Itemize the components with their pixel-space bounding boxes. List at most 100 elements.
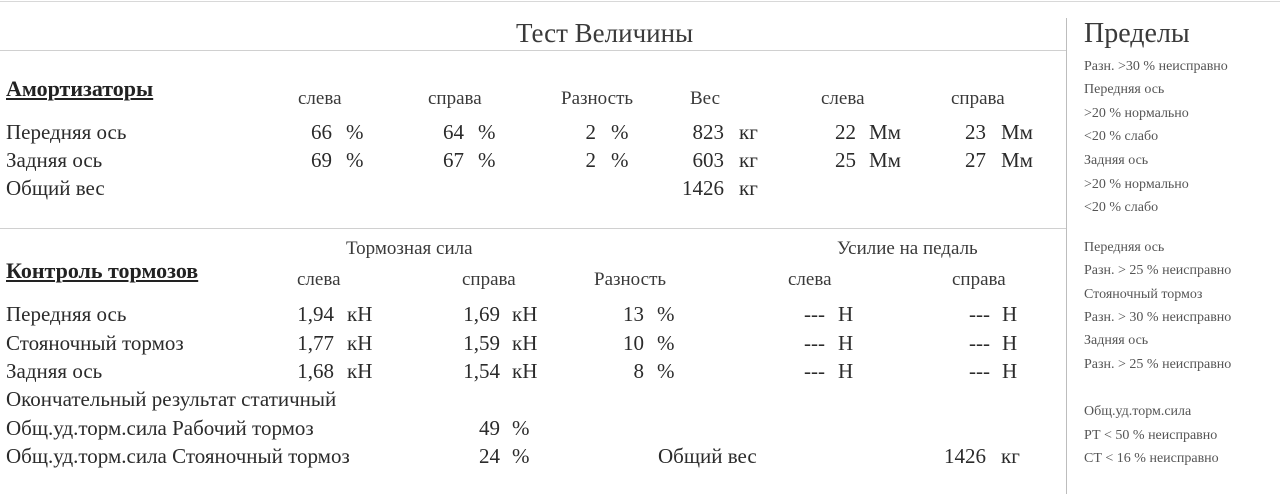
- section-divider: [0, 228, 1066, 229]
- brake-right-value: 1,69: [463, 302, 500, 326]
- unit-n: Н: [838, 302, 854, 326]
- pedal-left-value: ---: [804, 331, 825, 355]
- parking-brake-label: Общ.уд.торм.сила Стояночный тормоз: [6, 444, 350, 468]
- unit-pct: %: [346, 120, 364, 144]
- brake-force-group-title: Тормозная сила: [346, 238, 473, 259]
- brake-left-value: 1,68: [297, 359, 334, 383]
- shock-right-value: 64: [443, 120, 464, 144]
- unit-pct: %: [611, 148, 629, 172]
- limit-item: >20 % нормально: [1084, 177, 1189, 192]
- limit-item: <20 % слабо: [1084, 129, 1159, 144]
- pedal-right-value: ---: [969, 302, 990, 326]
- limit-item: Разн. > 25 % неисправно: [1084, 263, 1232, 278]
- limit-item: Разн. > 25 % неисправно: [1084, 357, 1232, 372]
- shocks-total-label: Общий вес: [6, 176, 105, 200]
- row-label: Задняя ось: [6, 148, 103, 172]
- unit-pct: %: [478, 120, 496, 144]
- brakes-header-diff: Разность: [594, 269, 667, 290]
- row-label: Передняя ось: [6, 120, 127, 144]
- limit-item: Передняя ось: [1084, 82, 1165, 97]
- shocks-header-left: слева: [298, 88, 342, 109]
- shock-left-value: 66: [311, 120, 332, 144]
- pedal-header-right: справа: [952, 269, 1006, 290]
- limits-divider: [1066, 18, 1067, 494]
- unit-kn: кН: [347, 302, 373, 326]
- unit-n: Н: [1002, 331, 1018, 355]
- shock-diff-value: 2: [585, 120, 597, 144]
- limit-item: Стояночный тормоз: [1084, 287, 1203, 302]
- brake-right-value: 1,59: [463, 331, 500, 355]
- shock-mm-left-value: 22: [835, 120, 856, 144]
- unit-pct: %: [346, 148, 364, 172]
- limit-item: >20 % нормально: [1084, 106, 1189, 121]
- service-brake-value: 49: [479, 416, 500, 440]
- brake-diff-value: 8: [633, 359, 645, 383]
- shock-mm-right-value: 27: [965, 148, 986, 172]
- limit-item: РТ < 50 % неисправно: [1084, 428, 1218, 443]
- unit-kg: кг: [739, 176, 758, 200]
- unit-n: Н: [1002, 359, 1018, 383]
- unit-kg: кг: [1001, 444, 1020, 468]
- limit-item: Разн. > 30 % неисправно: [1084, 310, 1232, 325]
- unit-kn: кН: [347, 331, 373, 355]
- pedal-header-left: слева: [788, 269, 832, 290]
- row-label: Передняя ось: [6, 302, 127, 326]
- row-label: Задняя ось: [6, 359, 103, 383]
- shock-left-value: 69: [311, 148, 332, 172]
- page-title: Тест Величины: [516, 18, 694, 48]
- shock-diff-value: 2: [585, 148, 597, 172]
- top-border: [0, 1, 1280, 2]
- shock-weight-value: 603: [692, 148, 725, 172]
- shock-mm-right-value: 23: [965, 120, 986, 144]
- brakes-total-label: Общий вес: [658, 444, 757, 468]
- limit-item: Передняя ось: [1084, 240, 1165, 255]
- unit-mm: Мм: [1001, 148, 1033, 172]
- limit-item: Разн. >30 % неисправно: [1084, 59, 1228, 74]
- shock-mm-left-value: 25: [835, 148, 856, 172]
- unit-mm: Мм: [869, 120, 901, 144]
- title-divider: [0, 50, 1066, 51]
- unit-pct: %: [512, 444, 530, 468]
- limit-item: <20 % слабо: [1084, 200, 1159, 215]
- limit-item: Задняя ось: [1084, 153, 1149, 168]
- shock-weight-value: 823: [692, 120, 725, 144]
- shocks-header-weight: Вес: [690, 88, 721, 109]
- unit-n: Н: [838, 359, 854, 383]
- unit-kn: кН: [512, 302, 538, 326]
- unit-kn: кН: [512, 331, 538, 355]
- limit-item: СТ < 16 % неисправно: [1084, 451, 1219, 466]
- unit-pct: %: [657, 359, 675, 383]
- brake-right-value: 1,54: [463, 359, 500, 383]
- service-brake-label: Общ.уд.торм.сила Рабочий тормоз: [6, 416, 314, 440]
- unit-n: Н: [1002, 302, 1018, 326]
- shocks-header-mm-left: слева: [821, 88, 865, 109]
- unit-pct: %: [478, 148, 496, 172]
- unit-pct: %: [657, 331, 675, 355]
- shocks-header-right: справа: [428, 88, 482, 109]
- pedal-force-group-title: Усилие на педаль: [837, 238, 978, 259]
- shocks-header-diff: Разность: [561, 88, 634, 109]
- brakes-header-right: справа: [462, 269, 516, 290]
- brake-left-value: 1,94: [297, 302, 334, 326]
- shocks-section-title: Амортизаторы: [6, 76, 154, 101]
- brakes-total-weight: 1426: [944, 444, 986, 468]
- parking-brake-value: 24: [479, 444, 500, 468]
- unit-pct: %: [657, 302, 675, 326]
- shock-right-value: 67: [443, 148, 464, 172]
- row-label: Стояночный тормоз: [6, 331, 184, 355]
- unit-n: Н: [838, 331, 854, 355]
- unit-kn: кН: [512, 359, 538, 383]
- limit-item: Задняя ось: [1084, 333, 1149, 348]
- brake-diff-value: 13: [623, 302, 644, 326]
- shocks-header-mm-right: справа: [951, 88, 1005, 109]
- pedal-left-value: ---: [804, 359, 825, 383]
- shocks-total-weight: 1426: [682, 176, 724, 200]
- pedal-right-value: ---: [969, 359, 990, 383]
- unit-kg: кг: [739, 120, 758, 144]
- final-result-label: Окончательный результат статичный: [6, 387, 337, 411]
- limit-item: Общ.уд.торм.сила: [1084, 404, 1192, 419]
- brake-left-value: 1,77: [297, 331, 334, 355]
- brake-diff-value: 10: [623, 331, 644, 355]
- pedal-left-value: ---: [804, 302, 825, 326]
- pedal-right-value: ---: [969, 331, 990, 355]
